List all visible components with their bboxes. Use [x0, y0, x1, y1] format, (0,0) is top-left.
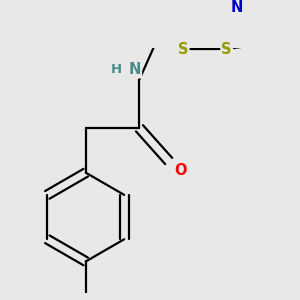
Text: N: N — [231, 0, 243, 15]
Text: N: N — [129, 62, 141, 77]
Text: S: S — [178, 42, 188, 57]
Text: O: O — [174, 163, 187, 178]
Text: S: S — [221, 42, 232, 57]
Text: H: H — [111, 63, 122, 76]
